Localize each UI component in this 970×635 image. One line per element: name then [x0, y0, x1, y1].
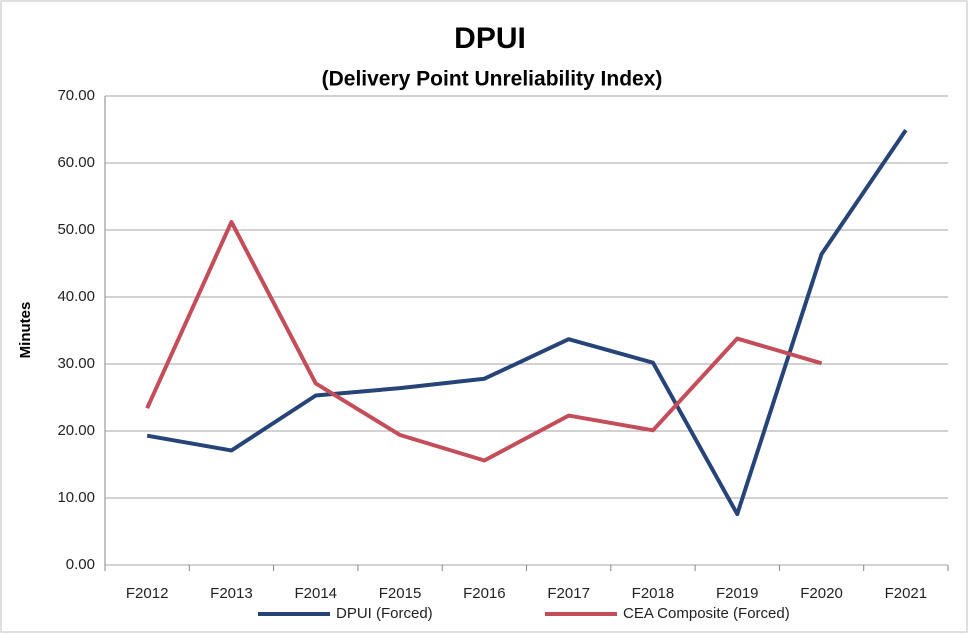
x-tick-label: F2018	[632, 585, 675, 602]
x-tick-label: F2017	[547, 585, 590, 602]
legend-label: DPUI (Forced)	[336, 605, 433, 622]
x-tick-label: F2015	[379, 585, 422, 602]
y-tick-label: 60.00	[57, 154, 95, 171]
y-tick-label: 30.00	[57, 355, 95, 372]
series-line	[146, 129, 908, 517]
x-tick-label: F2020	[800, 585, 843, 602]
y-tick-label: 40.00	[57, 288, 95, 305]
series-line	[145, 219, 823, 463]
chart-title: DPUI	[454, 22, 526, 55]
x-tick-label: F2014	[294, 585, 337, 602]
x-tick-label: F2012	[126, 585, 169, 602]
x-tick-label: F2013	[210, 585, 253, 602]
y-tick-label: 10.00	[57, 489, 95, 506]
x-tick-label: F2019	[716, 585, 759, 602]
x-tick-label: F2016	[463, 585, 506, 602]
y-tick-label: 70.00	[57, 87, 95, 104]
y-axis-label: Minutes	[17, 302, 34, 359]
y-tick-label: 50.00	[57, 221, 95, 238]
legend-label: CEA Composite (Forced)	[623, 605, 790, 622]
y-tick-label: 0.00	[66, 556, 95, 573]
x-tick-label: F2021	[885, 585, 928, 602]
chart-subtitle: (Delivery Point Unreliability Index)	[322, 68, 663, 91]
y-tick-label: 20.00	[57, 422, 95, 439]
